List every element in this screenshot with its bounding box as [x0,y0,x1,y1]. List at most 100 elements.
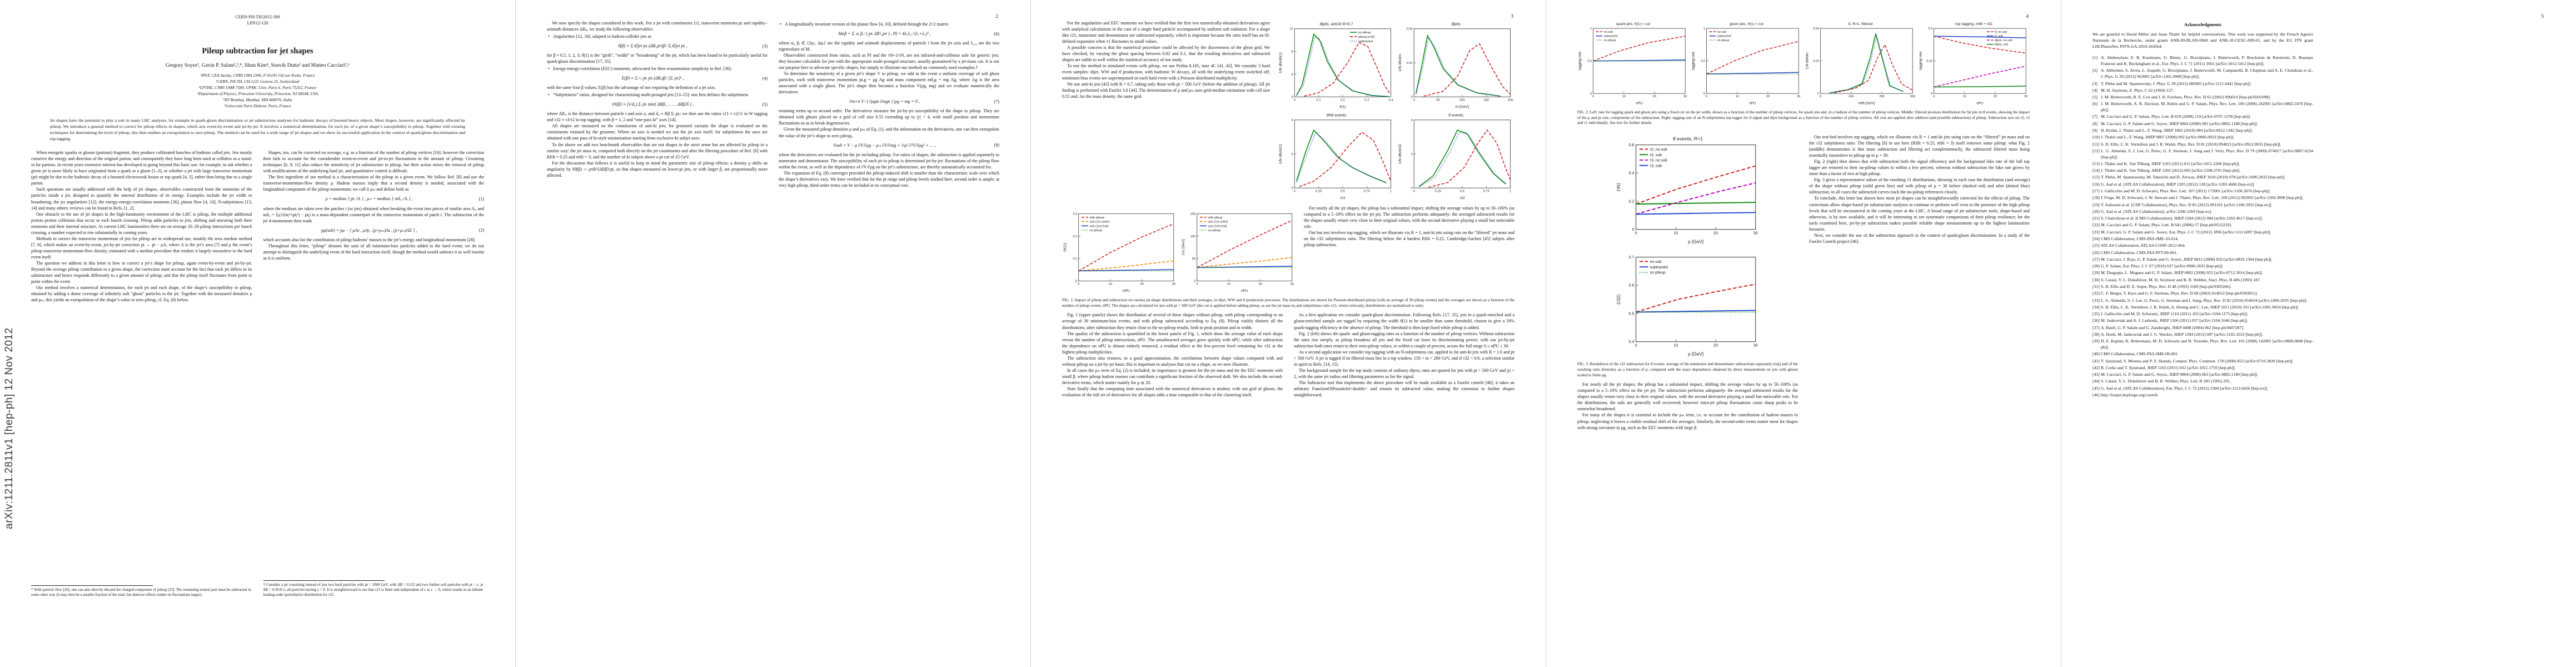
text-block: We now specify the shapes considered in … [547,21,768,32]
reference-item: L. G. Almeida, S. J. Lee, G. Perez, G. S… [2092,297,2308,304]
text-block: For nearly all the jet shapes, the pileu… [1304,206,1514,230]
reference-item: S. Catani, Y. L. Dokshitzer and B. R. We… [2092,379,2231,385]
svg-text:100: 100 [1190,235,1196,238]
reference-item: http://fastjet.hepforge.org/contrib [2092,392,2158,399]
text-block: Such questions are usually addressed wit… [31,187,252,211]
text-block: For nearly all the jet shapes, the pileu… [1577,382,1798,412]
svg-text:no pileup: no pileup [1090,229,1102,232]
svg-text:ρ [GeV]: ρ [GeV] [1688,352,1703,357]
svg-text:gluon jets, ϑ(1) < cut: gluon jets, ϑ(1) < cut [1730,22,1763,26]
svg-text:0.5: 0.5 [1701,59,1706,63]
text-block: Next, we consider the use of the subtrac… [1809,232,2030,244]
svg-text:m [GeV]: m [GeV] [1455,105,1469,109]
text-block: The question we address in this letter i… [31,260,252,284]
svg-text:0.1: 0.1 [1317,98,1321,102]
svg-text:nPU: nPU [1241,289,1248,293]
svg-text:0.7: 0.7 [1628,255,1634,260]
figure-1-grid: 0 0.1 0.2 0.3 0.4 0 4 8 12 no pileup pileup μ=30 su… [1278,20,1514,201]
text-block: To determine the sensitivity of a given … [779,71,999,95]
figure-1-caption: FIG. 1: Impact of pileup and subtraction… [1062,298,1514,308]
reference-item: J. M. Butterworth, A. R. Davison, M. Rub… [2092,101,2313,113]
text-block: As a second application we consider top … [1294,349,1514,367]
figure-panel-tau32-dist: 0 0.25 0.5 0.75 1 0 2 4 tt̄ events τ32 1/N dN/dτ32 [1397,111,1514,201]
svg-text:0: 0 [1196,282,1198,286]
text-block: where the derivatives are evaluated for … [779,152,999,170]
figure-2-caption: FIG. 2: Left: rate for tagging quark and… [1577,110,2030,126]
figure-panel-tau21-dist: 0 0.25 0.5 0.75 1 0 2 4 WW events τ21 1/N dN/dτ21 [1278,111,1395,201]
svg-text:100: 100 [1848,95,1853,98]
svg-text:quark jets, ϑ(1) < cut: quark jets, ϑ(1) < cut [1616,22,1650,26]
svg-text:dijets: dijets [1451,22,1461,26]
svg-text:0.4: 0.4 [1388,98,1393,102]
svg-text:nPU: nPU [1636,101,1643,105]
text-block: The background sample for the top study … [1294,367,1514,379]
reference-item: CMS Collaboration, CMS-PAS-PFT-09-001. [2092,250,2178,256]
svg-text:0.2: 0.2 [1073,235,1077,238]
reference-item: J. Thaler and K. Van Tilburg, JHEP 1202 … [2092,168,2240,174]
affiliation-line: ⁴Department of Physics, Princeton Univer… [197,91,318,96]
text-block: A longitudinally invariant version of th… [779,21,999,27]
paper-title: Pileup subtraction for jet shapes [202,46,313,56]
svg-text:tt̄ events, R=1: tt̄ events, R=1 [1673,136,1703,142]
svg-text:no sub: no sub [1604,31,1613,34]
text-block: ϑ(β) ≡ Σᵢ∈jet ptᵢ (ΔRᵢ,jet)β ⁄ Σᵢ∈jet pt… [617,43,768,49]
reference-item: J. Gallicchio and M. D. Schwartz, Phys. … [2092,188,2271,195]
affiliation-line: ²CERN, PH-TH, CH-1211 Geneva 23, Switzer… [216,78,300,84]
reference-item: M. Cacciari, G. P. Salam and G. Soyez, J… [2092,372,2258,378]
svg-text:pileup μ=30: pileup μ=30 [1358,36,1374,39]
svg-text:0.5: 0.5 [1459,190,1464,193]
svg-text:no sub: no sub [1717,31,1726,34]
reference-item: M. Cacciari and G. P. Salam, Phys. Lett.… [2092,114,2251,120]
text-block: pμ(sub) = pμ − [ ρAx , ρAy , (ρ+ρₘ)Az , … [321,227,484,233]
text-block: A possible concern is that the numerical… [1062,45,1270,63]
svg-text:WW events: WW events [1327,113,1347,117]
svg-text:⟨ϑ(1)⟩: ⟨ϑ(1)⟩ [1063,242,1067,252]
svg-text:dijets, no sub: dijets, no sub [1995,39,2012,42]
reference-item: S. Catani, Y. L. Dokshitzer, M. H. Seymo… [2092,277,2261,283]
page-3: 3 For the angularities and EEC moments w… [1030,0,1546,667]
reference-item: D. Krohn, J. Thaler and L.-T. Wang, JHEP… [2092,127,2253,134]
svg-text:0.5: 0.5 [1628,312,1634,316]
svg-text:50: 50 [1192,257,1195,261]
svg-text:0: 0 [1931,92,1932,96]
svg-text:dijets, anti-kt R=0.7: dijets, anti-kt R=0.7 [1319,22,1353,26]
reference-item: S. Chatrchyan et al. [CMS Collaboration]… [2092,216,2263,222]
affiliation-line: ⁶Université Paris Diderot, Paris, France [224,103,291,109]
reference-item: S. D. Ellis, C. K. Vermilion and J. R. W… [2092,141,2281,148]
reference-item: T. Plehn and M. Spannowsky, J. Phys. G 3… [2092,81,2252,87]
figure-panel-tau32-vs-rho: 0 10 20 30 0.4 0.5 0.6 0.7 no sub subtracted no pi… [1596,246,1780,357]
svg-text:30: 30 [1753,344,1757,348]
svg-text:0.4: 0.4 [1628,340,1634,344]
svg-text:0: 0 [1292,96,1293,99]
reference-item: T. Sjostrand, S. Mrenna and P. Z. Skands… [2092,358,2294,365]
svg-text:20: 20 [1713,344,1718,348]
text-block: with the same four β values; E(β) has th… [547,85,716,91]
page-number: 5 [2541,13,2544,19]
reference-item: J. Thaler and L.-T. Wang, JHEP 0807 (200… [2092,135,2235,141]
page-number: 4 [2026,13,2029,19]
svg-text:τ3, no sub: τ3, no sub [1650,159,1667,163]
svg-text:tt̄, sub: tt̄, sub [1995,34,2003,38]
svg-text:0.2: 0.2 [1628,200,1634,204]
text-block: Our method involves a numerical determin… [31,285,252,302]
figure-panel-avg-mass: 0 10 20 30 0 50 100 150 with pileup sub (1st orde… [1180,205,1296,293]
svg-text:0.04: 0.04 [1813,27,1819,31]
reference-item: T. Plehn, M. Spannowsky, M. Takeuchi and… [2092,175,2286,181]
text-block: Shapes, too, can be corrected on average… [263,150,485,174]
page-4: 4 0 10 20 30 0 0.5 1 no sub subtracted no pileup q… [1546,0,2061,667]
svg-text:sub (1st+2nd): sub (1st+2nd) [1090,225,1109,228]
svg-text:50: 50 [1436,98,1439,102]
svg-text:0.25: 0.25 [1926,59,1932,63]
footnote-block: * With particle flow [26], one can also … [31,585,251,598]
svg-text:tagging rate: tagging rate [1919,51,1922,70]
text-block: One obstacle to the use of jet shapes in… [31,211,252,235]
page-number: 3 [1511,13,1514,19]
text-block: For many of the shapes it is essential t… [1577,412,1798,430]
svg-text:8: 8 [1292,51,1293,54]
text-block: The first ingredient of our method is a … [263,175,485,192]
reference-item: J. M. Butterworth, B. E. Cox and J. R. F… [2092,94,2271,101]
svg-text:0.01: 0.01 [1406,62,1412,65]
svg-text:0: 0 [1635,231,1637,236]
svg-text:0: 0 [1933,95,1935,98]
svg-text:2: 2 [1292,153,1293,156]
